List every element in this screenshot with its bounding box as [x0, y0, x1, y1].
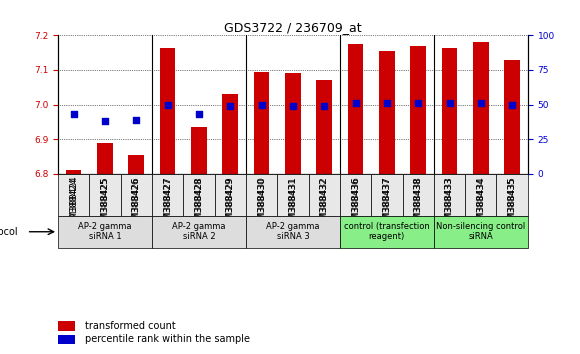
Bar [348, 44, 363, 174]
Text: GSM388425: GSM388425 [100, 176, 110, 230]
Point [163, 102, 172, 107]
Bar [473, 42, 488, 174]
Bar [465, 174, 496, 216]
Bar [277, 174, 309, 216]
Text: Non-silencing control
siRNA: Non-silencing control siRNA [436, 222, 525, 241]
Point [194, 112, 204, 117]
Bar [223, 94, 238, 174]
Bar [89, 174, 121, 216]
Bar [191, 127, 207, 174]
Bar [254, 72, 269, 174]
Bar [58, 335, 75, 344]
Text: GSM388428: GSM388428 [194, 176, 204, 230]
Point [351, 100, 360, 106]
Bar [371, 174, 403, 216]
Text: GSM388434: GSM388434 [476, 176, 485, 230]
Text: GSM388427: GSM388427 [163, 177, 172, 232]
Bar [152, 216, 246, 248]
Point [100, 118, 110, 124]
Point [476, 100, 485, 106]
Text: GSM388426: GSM388426 [132, 176, 141, 230]
Bar [317, 80, 332, 174]
Bar [442, 47, 458, 174]
Text: GSM388424: GSM388424 [69, 176, 78, 230]
Text: GSM388430: GSM388430 [257, 177, 266, 232]
Text: GSM388437: GSM388437 [382, 177, 392, 232]
Point [226, 103, 235, 109]
Point [445, 100, 454, 106]
Bar [58, 216, 152, 248]
Bar [246, 174, 277, 216]
Text: AP-2 gamma
siRNA 2: AP-2 gamma siRNA 2 [172, 222, 226, 241]
Text: GSM388435: GSM388435 [508, 176, 517, 231]
Bar [215, 174, 246, 216]
Text: GSM388426: GSM388426 [132, 177, 141, 232]
Bar [246, 216, 340, 248]
Text: GSM388424: GSM388424 [69, 177, 78, 232]
Bar [160, 47, 176, 174]
Bar [129, 155, 144, 174]
Text: AP-2 gamma
siRNA 3: AP-2 gamma siRNA 3 [266, 222, 320, 241]
Bar [309, 174, 340, 216]
Bar [434, 174, 465, 216]
Bar [285, 73, 301, 174]
Bar [496, 174, 528, 216]
Bar [411, 46, 426, 174]
Text: percentile rank within the sample: percentile rank within the sample [85, 335, 250, 344]
Text: GSM388425: GSM388425 [100, 177, 110, 232]
Point [320, 103, 329, 109]
Bar [58, 321, 75, 331]
Text: GSM388429: GSM388429 [226, 177, 235, 232]
Bar [340, 174, 371, 216]
Text: GSM388427: GSM388427 [163, 176, 172, 230]
Text: GSM388432: GSM388432 [320, 176, 329, 230]
Point [69, 112, 78, 117]
Title: GDS3722 / 236709_at: GDS3722 / 236709_at [224, 21, 362, 34]
Bar [403, 174, 434, 216]
Text: GSM388433: GSM388433 [445, 176, 454, 231]
Bar [505, 59, 520, 174]
Text: GSM388436: GSM388436 [351, 176, 360, 231]
Point [288, 103, 298, 109]
Text: GSM388437: GSM388437 [382, 176, 392, 231]
Text: transformed count: transformed count [85, 321, 176, 331]
Text: GSM388438: GSM388438 [414, 177, 423, 232]
Bar [152, 174, 183, 216]
Bar [58, 174, 89, 216]
Text: GSM388431: GSM388431 [288, 176, 298, 231]
Text: GSM388429: GSM388429 [226, 176, 235, 230]
Bar [434, 216, 528, 248]
Bar [97, 143, 113, 174]
Bar [340, 216, 434, 248]
Bar [379, 51, 395, 174]
Bar [66, 170, 81, 174]
Text: protocol: protocol [0, 227, 17, 237]
Text: GSM388428: GSM388428 [194, 177, 204, 232]
Point [382, 100, 392, 106]
Text: GSM388434: GSM388434 [476, 177, 485, 232]
Text: AP-2 gamma
siRNA 1: AP-2 gamma siRNA 1 [78, 222, 132, 241]
Point [508, 102, 517, 107]
Text: GSM388431: GSM388431 [288, 177, 298, 232]
Bar [183, 174, 215, 216]
Text: GSM388438: GSM388438 [414, 176, 423, 231]
Text: GSM388433: GSM388433 [445, 177, 454, 232]
Point [257, 102, 266, 107]
Text: GSM388435: GSM388435 [508, 177, 517, 232]
Text: GSM388432: GSM388432 [320, 177, 329, 232]
Text: GSM388436: GSM388436 [351, 177, 360, 232]
Text: control (transfection
reagent): control (transfection reagent) [344, 222, 430, 241]
Bar [121, 174, 152, 216]
Text: GSM388430: GSM388430 [257, 176, 266, 231]
Point [132, 117, 141, 122]
Point [414, 100, 423, 106]
